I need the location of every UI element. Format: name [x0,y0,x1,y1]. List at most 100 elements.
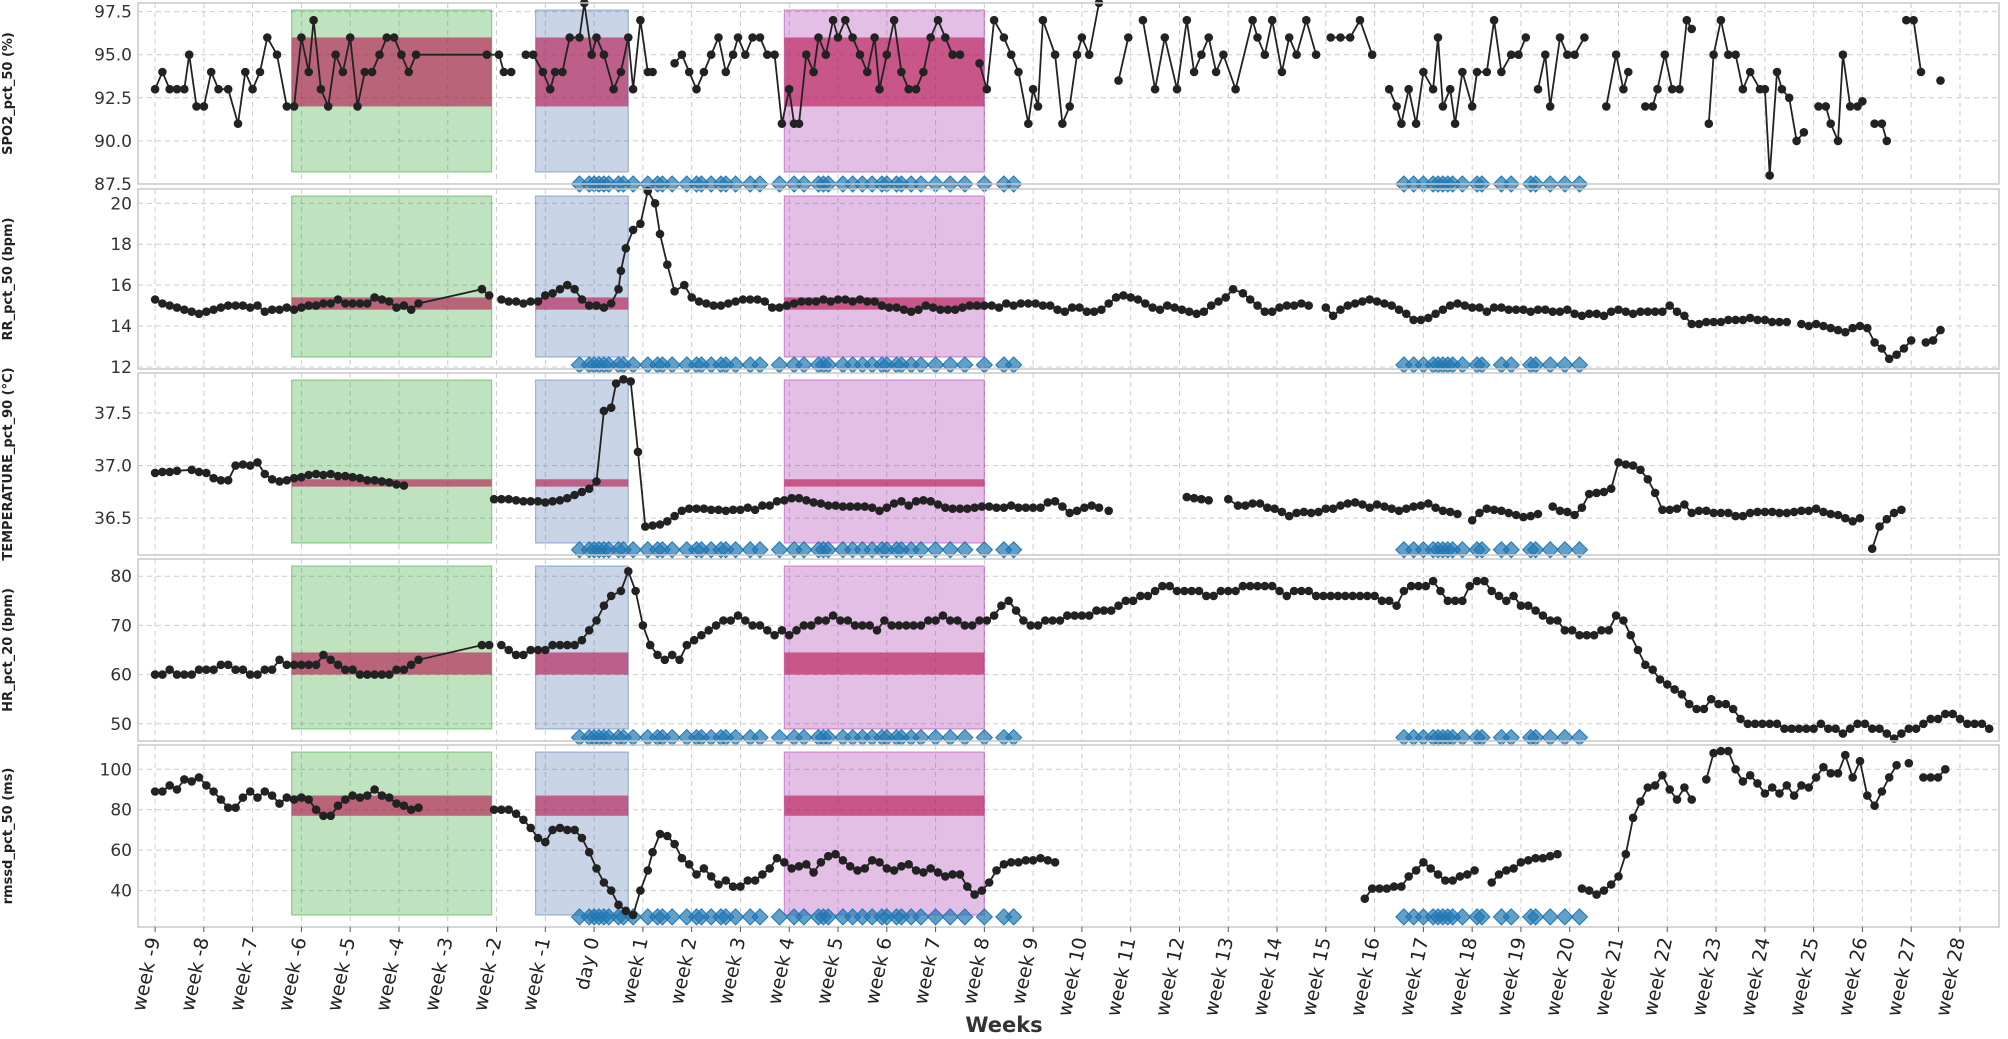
data-point [353,102,362,111]
data-point [1014,858,1023,867]
data-point [253,793,262,802]
data-point [700,504,709,513]
data-point [778,119,787,128]
data-point [224,301,233,310]
data-point [1702,775,1711,784]
data-point [1261,50,1270,59]
data-point [1534,85,1543,94]
shaded-region-acute [536,196,629,357]
data-point [1856,757,1865,766]
data-point [707,872,716,881]
data-point [1092,606,1101,615]
data-point [834,33,843,42]
data-point [1344,301,1353,310]
data-point [1702,507,1711,516]
data-point [1629,461,1638,470]
chart-figure: 87.590.092.595.097.5SPO2_pct_50 (%)12141… [0,0,2008,1039]
range-band-follow-up [784,652,984,674]
data-point [1863,791,1872,800]
data-point [1404,85,1413,94]
data-point [890,16,899,25]
data-point [1490,16,1499,25]
event-marker [771,730,787,746]
range-band-acute [536,37,629,106]
data-point [1029,856,1038,865]
data-point [548,641,557,650]
data-point [1012,606,1021,615]
data-point [892,303,901,312]
data-point [541,291,550,300]
data-point [809,68,818,77]
data-point [1231,85,1240,94]
data-point [1765,171,1774,180]
data-point [648,68,657,77]
x-tick-label: week 27 [1883,935,1921,1018]
data-point [241,68,250,77]
data-point [165,781,174,790]
data-point [1112,293,1121,302]
data-point [1453,299,1462,308]
data-point [478,285,487,294]
y-tick-label: 70 [110,616,132,636]
data-point [1753,508,1762,517]
data-point [1031,299,1040,308]
shaded-region-follow-up [784,380,984,543]
data-point [585,484,594,493]
data-point [731,297,740,306]
data-point [253,670,262,679]
data-point [1080,503,1089,512]
data-point [829,16,838,25]
data-point [1351,498,1360,507]
data-point [548,289,557,298]
data-point [790,299,799,308]
data-point [1224,495,1233,504]
data-point [224,661,233,670]
data-point [912,497,921,506]
x-tick-label: week -5 [323,935,360,1013]
x-axis-label: Weeks [965,1013,1042,1037]
data-point [970,503,979,512]
y-tick-label: 36.5 [94,509,132,529]
data-point [256,68,265,77]
data-point [1402,310,1411,319]
data-point [1812,320,1821,329]
data-point [563,281,572,290]
data-point [348,473,357,482]
data-point [1929,336,1938,345]
data-point [1841,328,1850,337]
data-point [224,85,233,94]
x-tick-label: week 15 [1298,935,1336,1018]
data-point [756,33,765,42]
data-point [756,621,765,630]
shaded-region-baseline [292,196,492,357]
data-point [685,860,694,869]
data-point [1392,601,1401,610]
data-point [1805,783,1814,792]
data-point [1856,514,1865,523]
data-point [890,499,899,508]
data-point [246,303,255,312]
data-point [1197,495,1206,504]
data-point [1907,336,1916,345]
x-tick-label: week 23 [1688,935,1726,1018]
data-point [1739,85,1748,94]
data-point [1036,854,1045,863]
data-point [1861,720,1870,729]
x-tick-label: week 12 [1151,935,1189,1018]
data-point [341,795,350,804]
data-point [778,626,787,635]
data-point [651,199,660,208]
y-tick-label: 37.5 [94,404,132,424]
data-point [1139,16,1148,25]
shaded-region-baseline [292,752,492,915]
data-point [922,301,931,310]
data-point [585,626,594,635]
series-line [1582,775,1692,894]
data-point [1434,870,1443,879]
x-tick-label: week -1 [518,935,555,1013]
data-point [1624,68,1633,77]
y-tick-label: 90.0 [94,132,132,152]
data-point [1051,50,1060,59]
data-point [765,501,774,510]
data-point [1051,497,1060,506]
